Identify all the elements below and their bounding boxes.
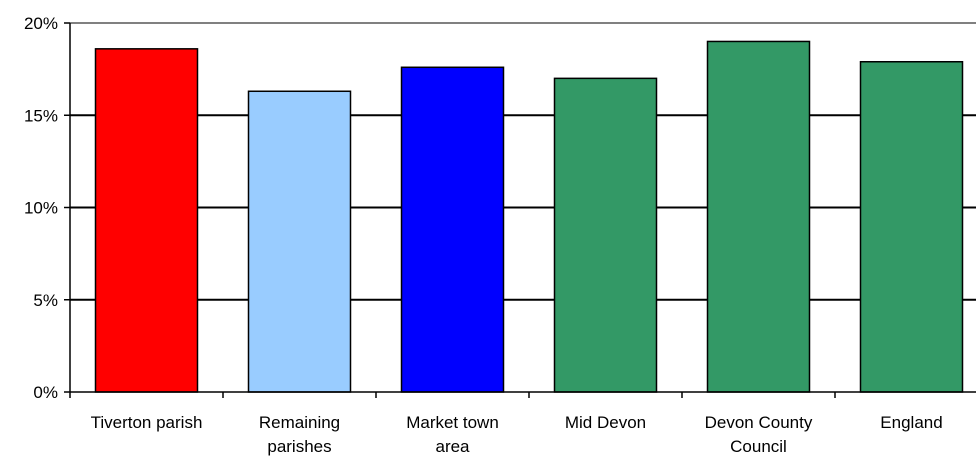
x-category-label: Remaining parishes xyxy=(259,413,340,456)
x-category-label: Mid Devon xyxy=(565,413,646,432)
x-category-label-line: Tiverton parish xyxy=(91,413,203,432)
x-category-label-line: Devon County xyxy=(705,413,813,432)
x-category-label: Market town area xyxy=(406,413,499,456)
axes xyxy=(64,22,976,398)
x-category-label-line: England xyxy=(880,413,942,432)
x-category-label-line: Remaining xyxy=(259,413,340,432)
x-category-label-line: Mid Devon xyxy=(565,413,646,432)
bar xyxy=(247,90,352,393)
gridlines xyxy=(70,22,976,301)
bar xyxy=(94,48,199,393)
x-category-label: England xyxy=(880,413,942,432)
bar xyxy=(400,66,505,393)
bar xyxy=(859,60,964,393)
y-tick-label: 15% xyxy=(24,106,58,125)
x-category-label-line: Council xyxy=(730,437,787,456)
x-category-label-line: area xyxy=(435,437,470,456)
bars xyxy=(94,40,964,393)
x-category-label: Devon County Council xyxy=(705,413,813,456)
y-tick-label: 0% xyxy=(33,383,58,402)
y-tick-labels: 0% 5% 10% 15% 20% xyxy=(24,14,58,402)
x-category-label-line: Market town xyxy=(406,413,499,432)
bar xyxy=(553,77,658,393)
x-category-label-line: parishes xyxy=(267,437,331,456)
y-tick-label: 5% xyxy=(33,291,58,310)
x-category-labels: Tiverton parish Remaining parishes Market t… xyxy=(91,413,943,456)
y-tick-label: 20% xyxy=(24,14,58,33)
bar xyxy=(706,40,811,393)
y-tick-label: 10% xyxy=(24,199,58,218)
x-category-label: Tiverton parish xyxy=(91,413,203,432)
